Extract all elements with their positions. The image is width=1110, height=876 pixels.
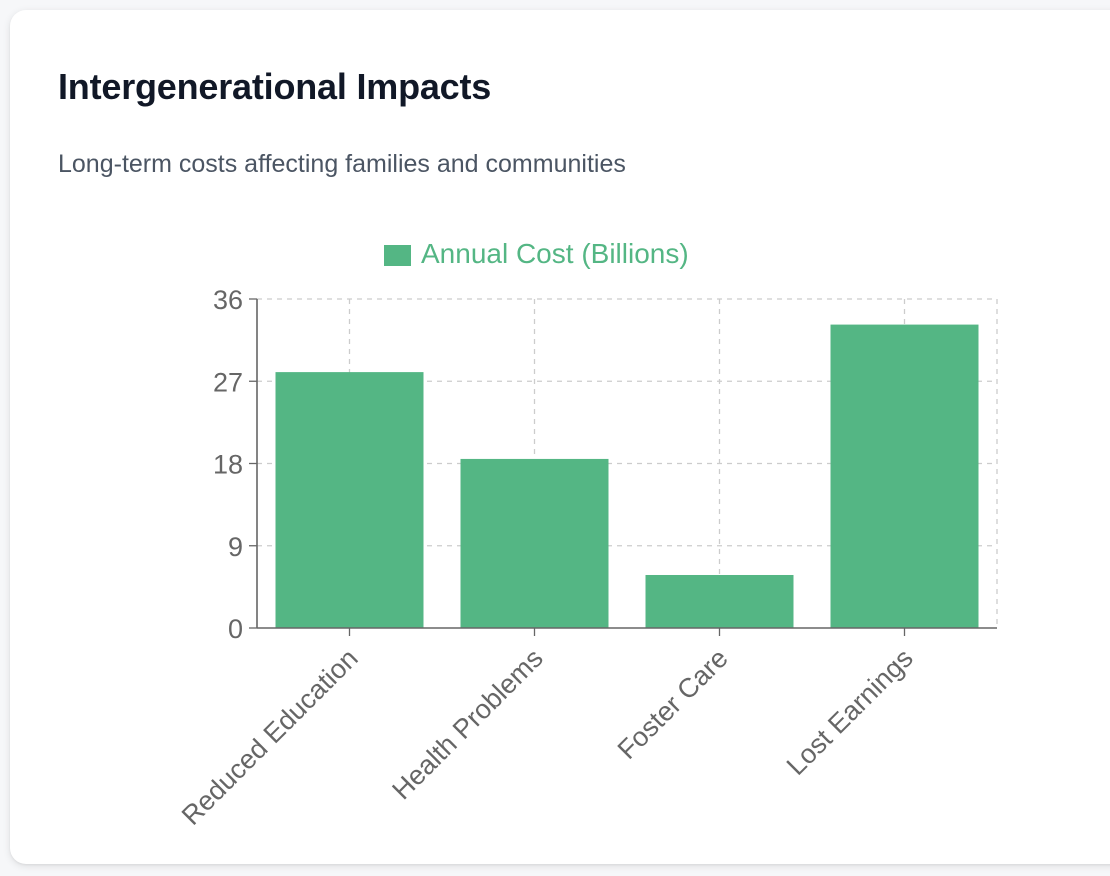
x-tick-label: Health Problems: [386, 643, 548, 805]
y-tick-label: 27: [213, 367, 243, 397]
card-title: Intergenerational Impacts: [58, 66, 492, 107]
bar: [460, 458, 609, 628]
legend-label: Annual Cost (Billions): [421, 238, 689, 269]
x-tick-label: Foster Care: [612, 643, 734, 765]
y-tick-label: 36: [213, 285, 243, 315]
bar: [645, 574, 794, 628]
y-tick-label: 18: [213, 450, 243, 480]
legend-swatch: [384, 245, 411, 266]
bar: [830, 324, 979, 628]
card-subtitle: Long-term costs affecting families and c…: [58, 150, 626, 178]
y-tick-label: 0: [228, 614, 243, 644]
x-tick-label: Reduced Education: [176, 643, 364, 831]
bar: [275, 372, 424, 628]
chart-group: 0 9 18 27 36 Reduced Education Health Problems…: [176, 238, 998, 831]
x-tick-label: Lost Earnings: [781, 643, 919, 781]
y-tick-label: 9: [228, 532, 243, 562]
